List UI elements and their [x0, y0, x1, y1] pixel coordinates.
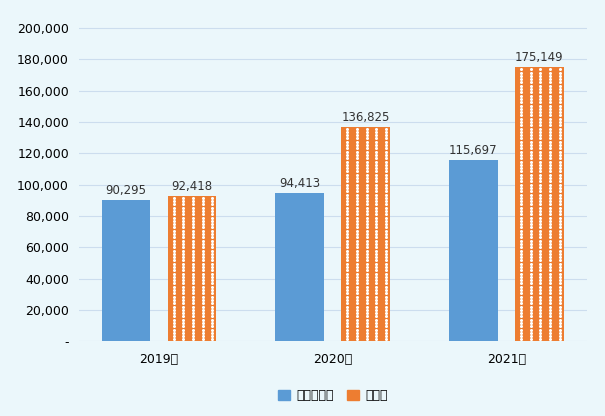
- Text: 136,825: 136,825: [342, 111, 390, 124]
- Text: 115,697: 115,697: [449, 144, 498, 157]
- Bar: [168, 196, 217, 341]
- Bar: [275, 193, 324, 341]
- Bar: [341, 127, 390, 341]
- Text: 94,413: 94,413: [279, 177, 320, 190]
- Text: 90,295: 90,295: [105, 184, 146, 197]
- Text: 175,149: 175,149: [515, 51, 564, 64]
- Bar: [102, 200, 151, 341]
- Bar: [449, 160, 498, 341]
- Legend: 組み立て車, 完成車: 組み立て車, 完成車: [273, 384, 393, 407]
- Text: 92,418: 92,418: [171, 181, 212, 193]
- Bar: [515, 67, 564, 341]
